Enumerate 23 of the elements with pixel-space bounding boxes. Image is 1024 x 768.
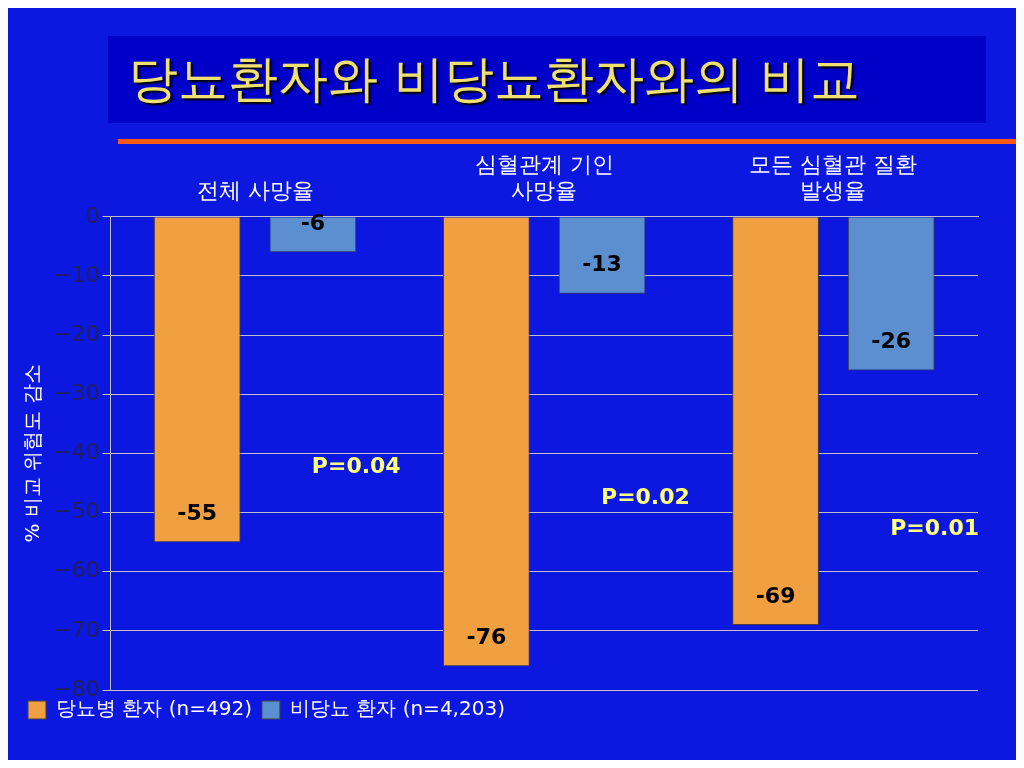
data-label: -13 — [582, 251, 622, 277]
y-tick-label: −50 — [52, 498, 100, 524]
y-tick-label: −70 — [52, 616, 100, 642]
data-label: -6 — [300, 210, 326, 236]
data-label: -69 — [755, 582, 796, 608]
data-label: -76 — [466, 624, 507, 650]
y-tick-label: −60 — [52, 557, 100, 583]
annotation: P=0.01 — [890, 514, 980, 540]
data-label: -26 — [871, 328, 912, 354]
chart-title: 당뇨환자와 비당뇨환자와의 비교 — [108, 36, 986, 123]
legend-label: 비당뇨 환자 (n=4,203) — [289, 696, 505, 721]
y-tick-label: 0 — [85, 202, 100, 228]
y-tick-label: −20 — [52, 320, 100, 346]
annotation: P=0.02 — [601, 484, 690, 510]
y-axis-title: % 비교 위험도 감소 — [20, 364, 45, 543]
y-tick-label: −30 — [52, 379, 100, 405]
x-tick-label: 전체 사망율 — [196, 178, 314, 204]
data-label: -55 — [177, 499, 218, 525]
y-tick-label: −40 — [52, 439, 100, 465]
y-tick-label: −10 — [52, 261, 100, 287]
annotation: P=0.04 — [311, 453, 401, 479]
x-tick-label: 심혈관계 기인 사망율 — [474, 151, 614, 204]
x-tick-label: 모든 심혈관 질환 발생율 — [749, 151, 918, 204]
